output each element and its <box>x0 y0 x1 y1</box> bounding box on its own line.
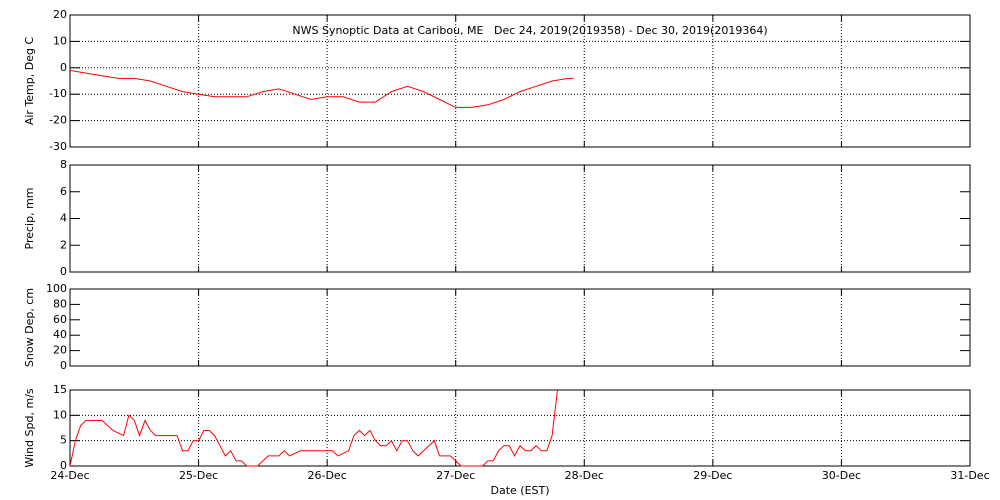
y-tick-label: 0 <box>60 359 67 372</box>
y-tick-label: 4 <box>60 212 67 225</box>
y-tick-label: 0 <box>60 61 67 74</box>
y-tick-label: 20 <box>53 344 67 357</box>
y-tick-label: 2 <box>60 238 67 251</box>
y-tick-label: 10 <box>53 34 67 47</box>
y-tick-label: 6 <box>60 185 67 198</box>
plot-frame <box>69 288 971 367</box>
y-tick-label: -10 <box>49 87 67 100</box>
x-tick-label: 28-Dec <box>565 469 604 482</box>
y-tick-label: 40 <box>53 328 67 341</box>
x-tick-label: 27-Dec <box>436 469 475 482</box>
y-axis-label: Snow Dep, cm <box>23 288 36 367</box>
y-tick-label: 60 <box>53 313 67 326</box>
y-tick-label: 0 <box>60 265 67 278</box>
chart-title: NWS Synoptic Data at Caribou, ME Dec 24,… <box>292 24 767 37</box>
y-tick-label: -30 <box>49 140 67 153</box>
y-axis-label: Precip, mm <box>23 188 36 250</box>
plot-frame <box>69 164 971 273</box>
y-tick-label: -20 <box>49 114 67 127</box>
y-tick-label: 10 <box>53 408 67 421</box>
y-tick-label: 80 <box>53 297 67 310</box>
y-tick-label: 15 <box>53 383 67 396</box>
y-tick-label: 8 <box>60 158 67 171</box>
y-axis-label: Wind Spd, m/s <box>23 388 36 468</box>
data-line <box>69 389 558 467</box>
x-tick-label: 25-Dec <box>179 469 218 482</box>
y-tick-label: 100 <box>46 282 67 295</box>
x-tick-label: 29-Dec <box>693 469 732 482</box>
plot-frame <box>69 389 971 467</box>
data-line <box>69 69 574 108</box>
y-tick-label: 20 <box>53 8 67 21</box>
plot-frame <box>69 14 971 148</box>
y-axis-label: Air Temp, Deg C <box>23 37 36 126</box>
y-tick-label: 0 <box>60 459 67 472</box>
x-tick-label: 31-Dec <box>950 469 989 482</box>
x-tick-label: 30-Dec <box>822 469 861 482</box>
x-axis-label: Date (EST) <box>490 484 549 497</box>
x-tick-label: 26-Dec <box>308 469 347 482</box>
x-tick-label: 24-Dec <box>50 469 89 482</box>
y-tick-label: 5 <box>60 434 67 447</box>
